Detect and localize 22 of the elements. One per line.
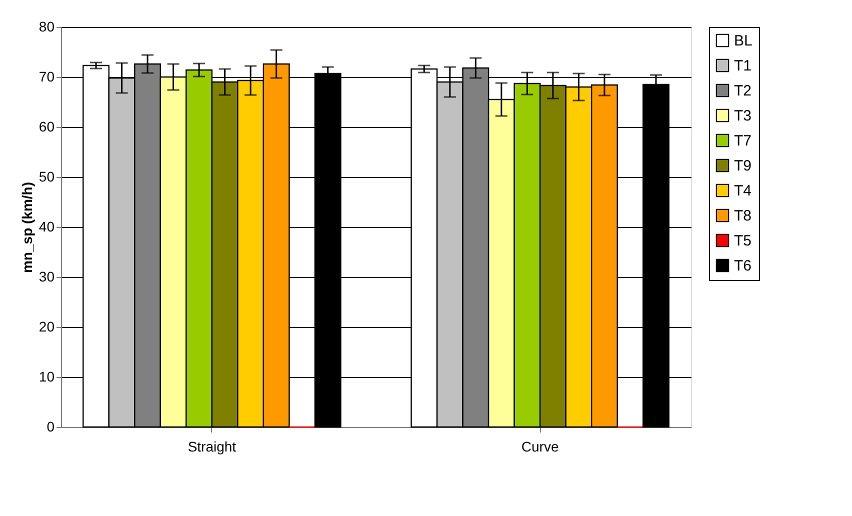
legend-label: BL: [734, 32, 752, 50]
legend-label: T6: [734, 258, 752, 274]
y-tick-label: 60: [38, 118, 55, 134]
y-tick-label: 30: [38, 268, 55, 284]
y-tick-label: 40: [38, 218, 55, 234]
legend-label: T5: [734, 232, 752, 250]
legend-label: T4: [734, 182, 752, 200]
y-tick-label: 0: [46, 418, 55, 434]
y-tick-label: 20: [38, 318, 55, 334]
legend-label: T2: [734, 82, 752, 100]
legend-label: T7: [734, 132, 752, 150]
y-tick-label: 10: [38, 368, 55, 384]
y-tick-label: 80: [38, 18, 55, 34]
y-axis-title: mn_sp (km/h): [18, 182, 35, 274]
legend-label: T8: [734, 208, 752, 224]
x-tick-label: Straight: [188, 438, 236, 454]
y-tick-label: 70: [38, 68, 55, 84]
y-tick-label: 50: [38, 168, 55, 184]
x-tick-label: Curve: [521, 438, 559, 454]
legend-label: T9: [734, 158, 752, 174]
legend-label: T1: [734, 58, 752, 74]
legend-label: T3: [734, 108, 752, 124]
